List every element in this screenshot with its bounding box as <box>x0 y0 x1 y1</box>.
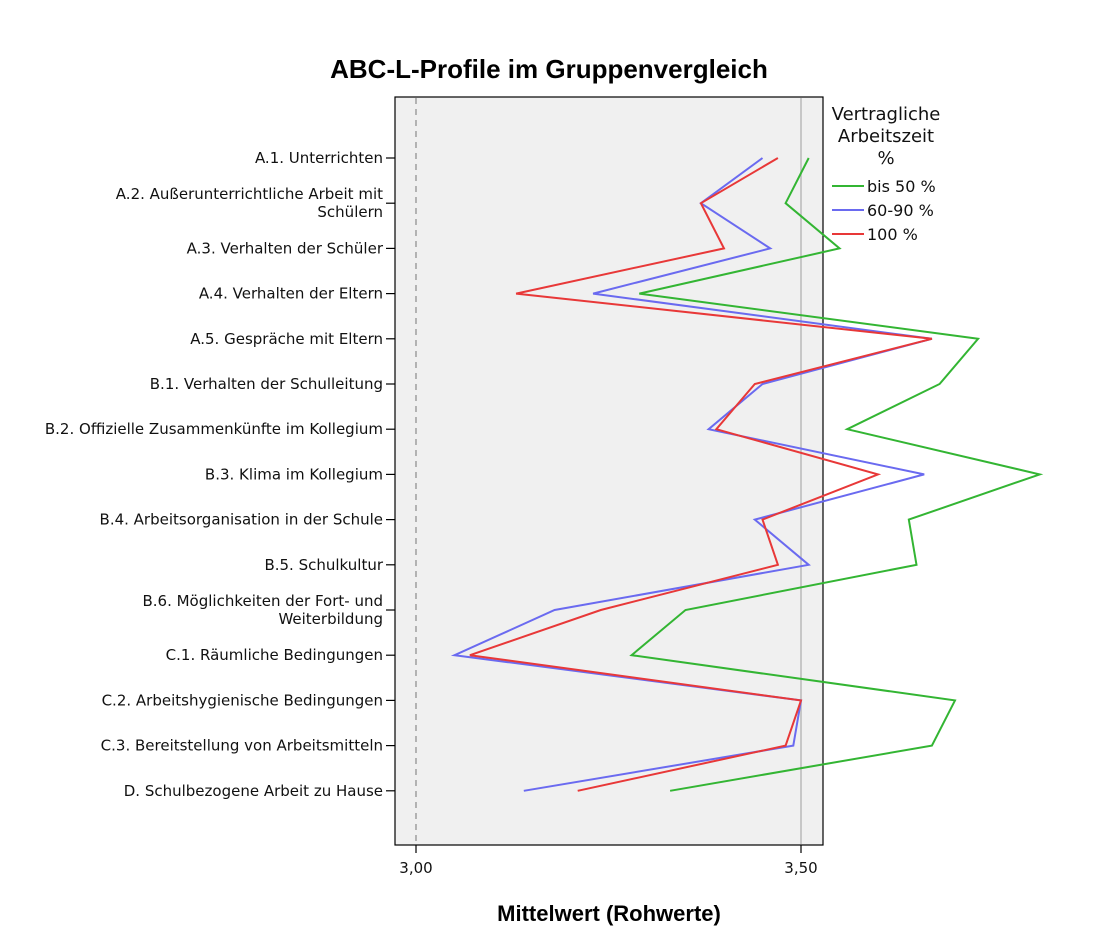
category-label-3: A.4. Verhalten der Eltern <box>199 285 383 303</box>
category-label-9: B.5. Schulkultur <box>264 556 383 574</box>
category-label-5: B.1. Verhalten der Schulleitung <box>150 375 383 393</box>
legend-title-line-2: % <box>877 148 894 169</box>
plot-area <box>394 96 824 846</box>
x-tick-label-1: 3,50 <box>784 859 817 877</box>
x-axis-label: Mittelwert (Rohwerte) <box>497 901 721 926</box>
category-label-6: B.2. Offizielle Zusammenkünfte im Kolleg… <box>45 420 383 438</box>
category-label-12: C.2. Arbeitshygienische Bedingungen <box>102 691 383 709</box>
category-label-13: C.3. Bereitstellung von Arbeitsmitteln <box>101 737 383 755</box>
legend-label-1: 60-90 % <box>867 201 934 220</box>
legend-title-line-1: Arbeitszeit <box>838 126 934 147</box>
legend-title-line-0: Vertragliche <box>832 104 941 125</box>
category-label-11: C.1. Räumliche Bedingungen <box>166 646 383 664</box>
category-label-0: A.1. Unterrichten <box>255 149 383 167</box>
category-label-2: A.3. Verhalten der Schüler <box>187 239 384 257</box>
category-label-14: D. Schulbezogene Arbeit zu Hause <box>124 782 383 800</box>
legend-label-0: bis 50 % <box>867 177 936 196</box>
category-label-4: A.5. Gespräche mit Eltern <box>190 330 383 348</box>
series-line-2 <box>469 157 933 792</box>
category-label-10: B.6. Möglichkeiten der Fort- und Weiterbi… <box>142 592 383 628</box>
chart-title: ABC-L-Profile im Gruppenvergleich <box>330 54 768 84</box>
legend-label-2: 100 % <box>867 225 918 244</box>
category-label-1: A.2. Außerunterrichtliche Arbeit mit Schü… <box>116 185 383 221</box>
x-tick-label-0: 3,00 <box>399 859 432 877</box>
category-label-8: B.4. Arbeitsorganisation in der Schule <box>100 511 383 529</box>
category-label-7: B.3. Klima im Kollegium <box>205 465 383 483</box>
series-line-0 <box>629 157 1044 792</box>
